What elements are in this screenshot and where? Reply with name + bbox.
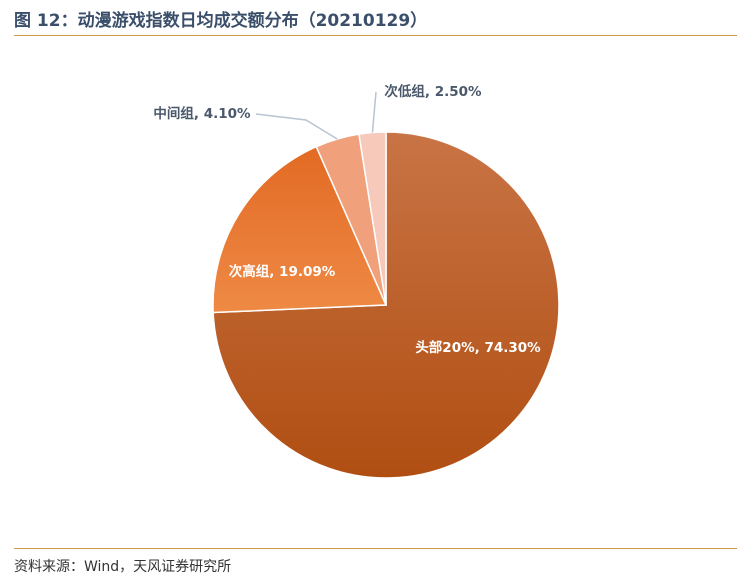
slice-label-4: 次低组, 2.50% <box>384 83 482 100</box>
leader-line-4 <box>371 91 377 133</box>
leader-line-3 <box>255 113 338 140</box>
slice-label-3: 中间组, 4.10% <box>153 105 251 122</box>
slice-label-2: 次高组, 19.09% <box>229 263 336 280</box>
title-divider <box>14 35 737 36</box>
slice-label-1: 头部20%, 74.30% <box>415 339 541 356</box>
pie-slice-2 <box>212 145 388 314</box>
chart-title: 图 12：动漫游戏指数日均成交额分布（20210129） <box>14 11 428 31</box>
source-note: 资料来源：Wind，天风证券研究所 <box>14 559 232 575</box>
footer-divider <box>14 548 737 549</box>
